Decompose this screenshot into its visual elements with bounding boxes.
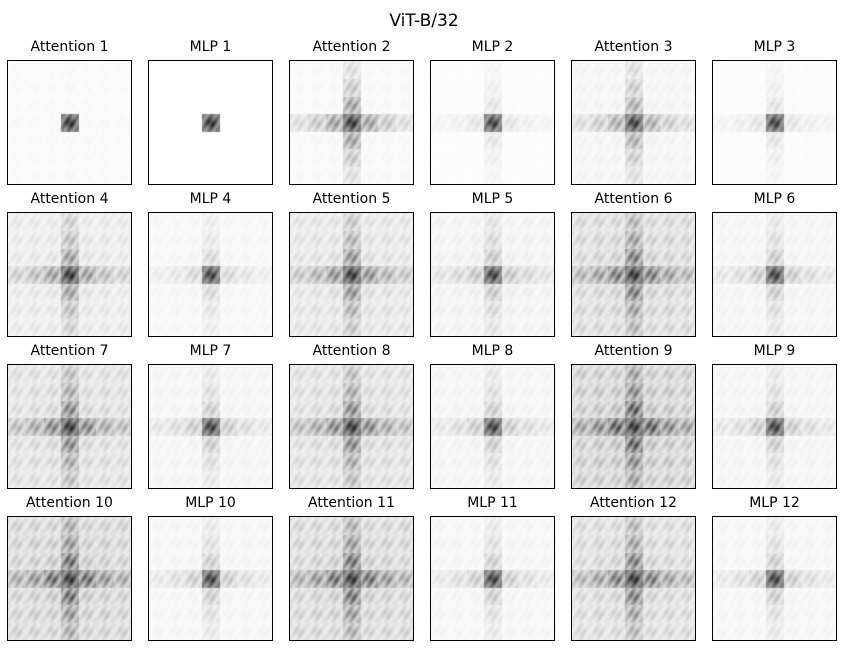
heatmap-image	[430, 60, 555, 185]
heatmap-image	[430, 516, 555, 641]
mlp-panel-5: MLP 5	[430, 191, 555, 337]
mlp-panel-12: MLP 12	[712, 495, 837, 641]
heatmap-image	[7, 212, 132, 337]
heatmap-image	[289, 516, 414, 641]
mlp-panel-3: MLP 3	[712, 39, 837, 185]
panel-title: Attention 12	[590, 495, 677, 511]
panel-title: MLP 5	[471, 191, 514, 207]
mlp-panel-6: MLP 6	[712, 191, 837, 337]
panel-title: MLP 11	[467, 495, 518, 511]
heatmap-image	[571, 60, 696, 185]
mlp-panel-1: MLP 1	[148, 39, 273, 185]
attention-panel-4: Attention 4	[7, 191, 132, 337]
heatmap-image	[289, 364, 414, 489]
panel-title: MLP 6	[753, 191, 796, 207]
panel-title: MLP 1	[189, 39, 232, 55]
panel-title: Attention 3	[594, 39, 673, 55]
mlp-panel-2: MLP 2	[430, 39, 555, 185]
panel-title: Attention 1	[30, 39, 109, 55]
panel-title: MLP 9	[753, 343, 796, 359]
panel-title: MLP 4	[189, 191, 232, 207]
heatmap-image	[712, 212, 837, 337]
panel-title: Attention 6	[594, 191, 673, 207]
panel-title: Attention 7	[30, 343, 109, 359]
mlp-panel-7: MLP 7	[148, 343, 273, 489]
panel-title: MLP 2	[471, 39, 514, 55]
attention-panel-12: Attention 12	[571, 495, 696, 641]
panel-title: Attention 2	[312, 39, 391, 55]
attention-panel-9: Attention 9	[571, 343, 696, 489]
panel-title: MLP 12	[749, 495, 800, 511]
panel-title: MLP 10	[185, 495, 236, 511]
heatmap-image	[430, 212, 555, 337]
figure-title: ViT-B/32	[389, 11, 459, 31]
attention-panel-1: Attention 1	[7, 39, 132, 185]
attention-panel-11: Attention 11	[289, 495, 414, 641]
panel-title: MLP 3	[753, 39, 796, 55]
mlp-panel-10: MLP 10	[148, 495, 273, 641]
attention-panel-3: Attention 3	[571, 39, 696, 185]
mlp-panel-4: MLP 4	[148, 191, 273, 337]
heatmap-image	[148, 364, 273, 489]
heatmap-image	[7, 516, 132, 641]
attention-panel-5: Attention 5	[289, 191, 414, 337]
heatmap-image	[571, 212, 696, 337]
heatmap-image	[712, 364, 837, 489]
heatmap-image	[7, 60, 132, 185]
heatmap-image	[148, 60, 273, 185]
panel-title: Attention 10	[26, 495, 113, 511]
panel-title: MLP 8	[471, 343, 514, 359]
panel-title: Attention 4	[30, 191, 109, 207]
mlp-panel-8: MLP 8	[430, 343, 555, 489]
heatmap-image	[712, 60, 837, 185]
heatmap-image	[289, 60, 414, 185]
heatmap-image	[148, 212, 273, 337]
attention-panel-10: Attention 10	[7, 495, 132, 641]
panel-title: Attention 8	[312, 343, 391, 359]
attention-panel-8: Attention 8	[289, 343, 414, 489]
heatmap-image	[712, 516, 837, 641]
heatmap-image	[571, 364, 696, 489]
heatmap-image	[289, 212, 414, 337]
heatmap-image	[430, 364, 555, 489]
attention-panel-2: Attention 2	[289, 39, 414, 185]
panel-title: Attention 11	[308, 495, 395, 511]
attention-panel-7: Attention 7	[7, 343, 132, 489]
mlp-panel-11: MLP 11	[430, 495, 555, 641]
heatmap-image	[7, 364, 132, 489]
panel-title: MLP 7	[189, 343, 232, 359]
attention-panel-6: Attention 6	[571, 191, 696, 337]
panel-title: Attention 5	[312, 191, 391, 207]
mlp-panel-9: MLP 9	[712, 343, 837, 489]
panel-title: Attention 9	[594, 343, 673, 359]
heatmap-image	[571, 516, 696, 641]
heatmap-image	[148, 516, 273, 641]
